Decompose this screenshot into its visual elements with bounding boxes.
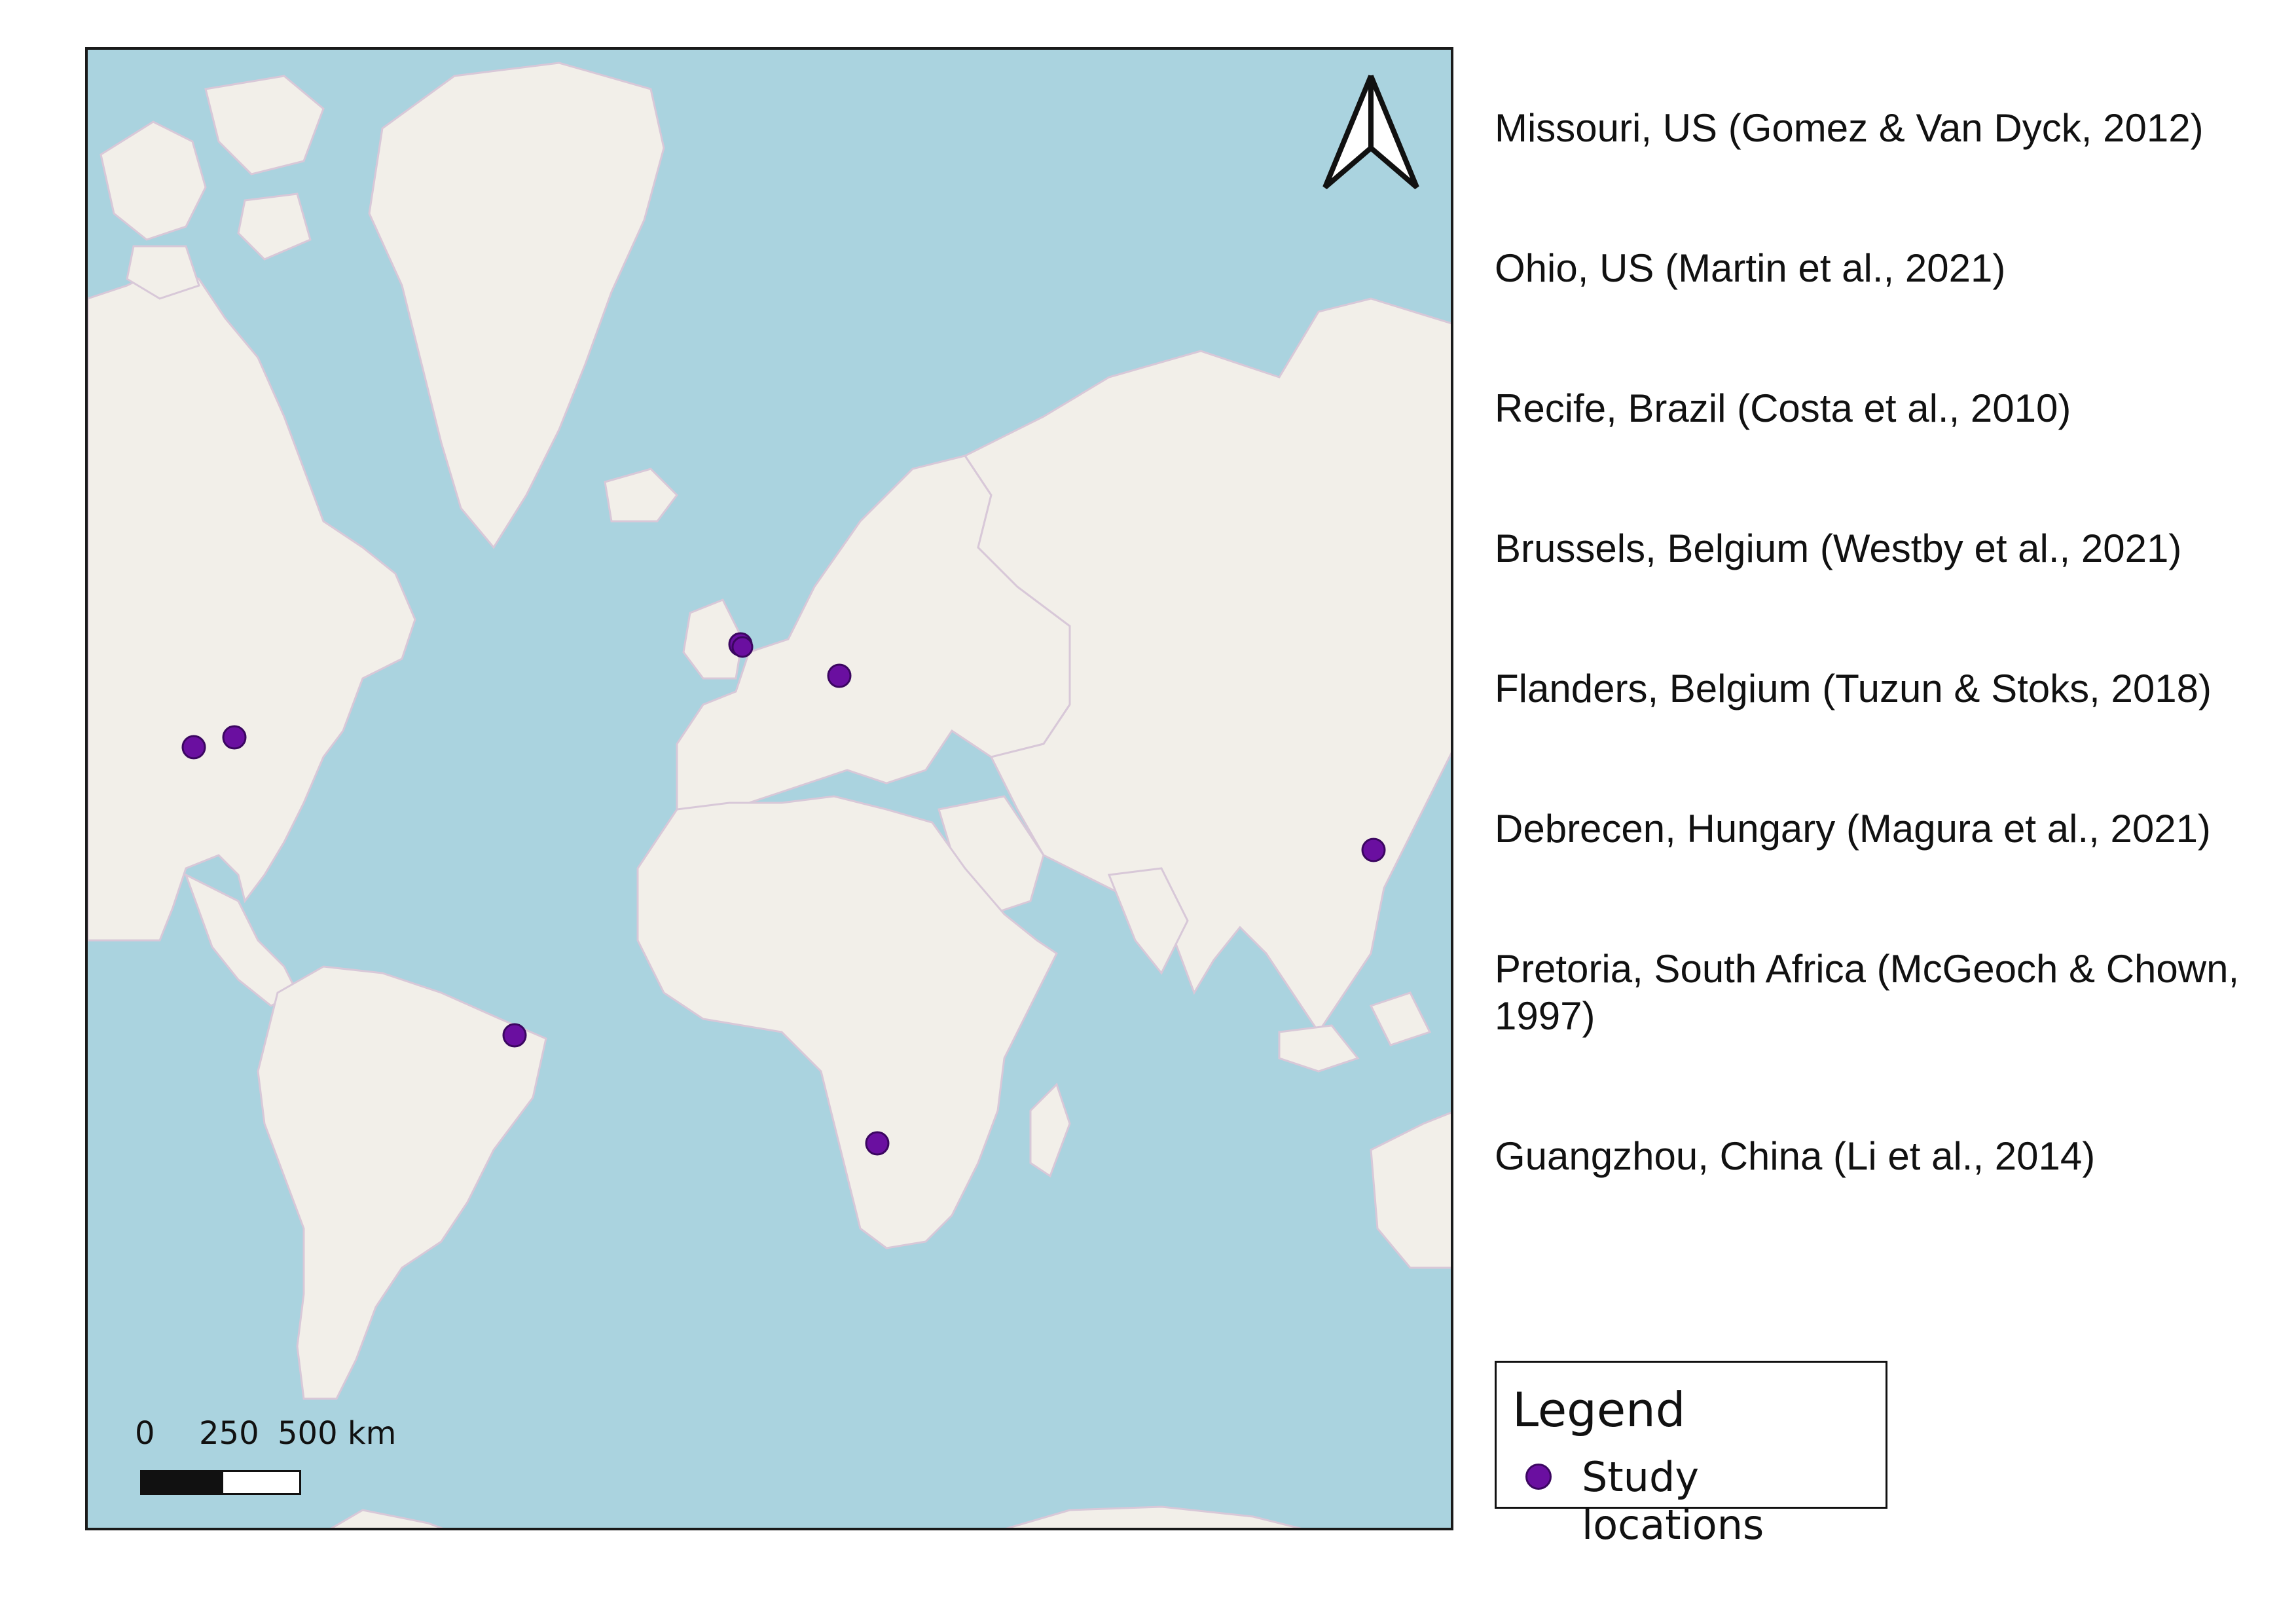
southeast-asia-islands <box>1278 991 1432 1073</box>
scale-bar-fill <box>142 1472 223 1493</box>
marker-ohio[interactable] <box>222 725 247 750</box>
legend-title: Legend <box>1512 1382 1686 1437</box>
asia-landmass <box>963 297 1451 1034</box>
madagascar <box>1029 1082 1071 1178</box>
study-location-markers <box>181 632 1386 1156</box>
location-item: Debrecen, Hungary (Magura et al., 2021) <box>1495 807 2211 851</box>
iceland <box>604 468 678 523</box>
north-america-landmass <box>88 265 416 942</box>
south-america-landmass <box>257 965 547 1400</box>
africa-landmass <box>636 795 1058 1249</box>
scale-label-0: 0 <box>135 1415 155 1452</box>
british-isles <box>682 599 744 680</box>
marker-debrecen[interactable] <box>827 663 852 688</box>
scale-bar-graphic <box>140 1470 301 1495</box>
australia-landmass <box>1370 1111 1451 1269</box>
location-item: Ohio, US (Martin et al., 2021) <box>1495 246 2006 290</box>
location-item: Pretoria, South Africa (McGeoch & Chown,… <box>1495 947 2240 1038</box>
north-arrow-icon <box>1322 75 1419 190</box>
arctic-islands <box>100 75 325 300</box>
marker-guangzhou[interactable] <box>1361 838 1386 862</box>
world-map[interactable] <box>88 50 1453 1530</box>
location-item: Missouri, US (Gomez & Van Dyck, 2012) <box>1495 106 2204 150</box>
legend: Legend Study locations <box>1495 1361 1887 1549</box>
marker-pretoria[interactable] <box>865 1131 890 1156</box>
circle-marker-icon <box>1525 1464 1552 1490</box>
legend-item-label: Study locations <box>1582 1453 1764 1549</box>
marker-missouri[interactable] <box>181 735 206 760</box>
antarctica-edge <box>330 1505 1302 1528</box>
marker-flanders[interactable] <box>731 636 754 658</box>
location-item: Brussels, Belgium (Westby et al., 2021) <box>1495 526 2182 570</box>
scale-label-500: 500 km <box>278 1415 397 1452</box>
map-frame[interactable]: 0 250 500 km <box>85 47 1453 1530</box>
marker-recife[interactable] <box>502 1023 527 1048</box>
scale-label-250: 250 <box>199 1415 259 1452</box>
location-item: Recife, Brazil (Costa et al., 2010) <box>1495 386 2071 430</box>
location-item: Flanders, Belgium (Tuzun & Stoks, 2018) <box>1495 667 2212 710</box>
location-item: Guangzhou, China (Li et al., 2014) <box>1495 1134 2096 1178</box>
greenland <box>368 62 665 549</box>
